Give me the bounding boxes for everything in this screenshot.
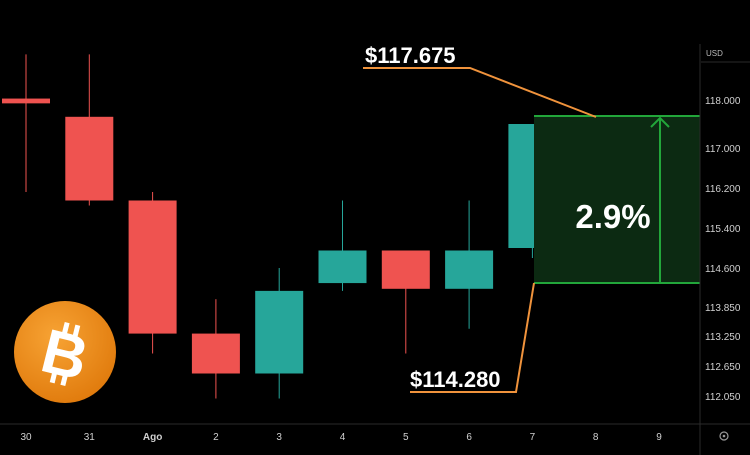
time-axis: 30 31 Ago 2 3 4 5 6 7 8 9 [0, 423, 750, 443]
price-tick-label: 118.000 [705, 96, 741, 107]
candle [191, 299, 240, 399]
candle-body [445, 250, 494, 289]
time-tick-label: 31 [84, 432, 96, 443]
candle [128, 192, 177, 354]
high-callout: $117.675 [363, 43, 597, 118]
low-price-label: $114.280 [410, 367, 501, 392]
candle [255, 268, 304, 399]
candle-body [128, 200, 177, 334]
price-tick-label: 112.650 [705, 362, 741, 373]
range-measure: 2.9% [534, 115, 700, 284]
gear-icon[interactable] [719, 431, 729, 441]
range-arrow-head [650, 116, 670, 128]
high-callout-line [363, 67, 597, 118]
high-price-label: $117.675 [365, 43, 456, 68]
price-tick-label: 114.600 [705, 264, 741, 275]
bitcoin-logo-icon: B [14, 301, 116, 403]
time-tick-label: 5 [403, 432, 409, 443]
time-tick-label: 30 [20, 432, 32, 443]
time-tick-labels: 30 31 Ago 2 3 4 5 6 7 8 9 [20, 432, 662, 443]
candle-body [2, 98, 50, 104]
price-tick-labels: 118.000 117.000 116.200 115.400 114.600 113.8… [705, 96, 741, 403]
candle [445, 200, 494, 329]
time-tick-label: 9 [656, 432, 662, 443]
price-tick-label: 113.250 [705, 332, 741, 343]
candle [2, 54, 50, 192]
time-tick-label: 6 [466, 432, 472, 443]
candle [65, 54, 114, 206]
candle-body [191, 333, 240, 374]
candle [318, 200, 367, 291]
candle-body [255, 290, 304, 374]
time-tick-label: 7 [530, 432, 536, 443]
price-tick-label: 116.200 [705, 184, 741, 195]
change-percent-label: 2.9% [575, 198, 650, 235]
candle [381, 250, 430, 354]
time-tick-label: 8 [593, 432, 599, 443]
candle-body [381, 250, 430, 289]
time-tick-label: 2 [213, 432, 219, 443]
candle-body [65, 116, 114, 201]
currency-selector[interactable] [701, 44, 750, 61]
price-tick-label: 112.050 [705, 392, 741, 403]
time-tick-label: 4 [340, 432, 346, 443]
low-callout: $114.280 [410, 282, 535, 393]
time-tick-label: 3 [276, 432, 282, 443]
currency-label[interactable]: USD [706, 49, 723, 58]
price-tick-label: 115.400 [705, 224, 741, 235]
range-box [534, 116, 700, 283]
candle-body [318, 250, 367, 284]
time-tick-label: Ago [143, 432, 162, 443]
price-tick-label: 113.850 [705, 303, 741, 314]
price-axis: USD 118.000117.000116.200115.400114.6001… [699, 44, 750, 455]
price-tick-label: 117.000 [705, 144, 741, 155]
low-callout-line [410, 282, 535, 393]
